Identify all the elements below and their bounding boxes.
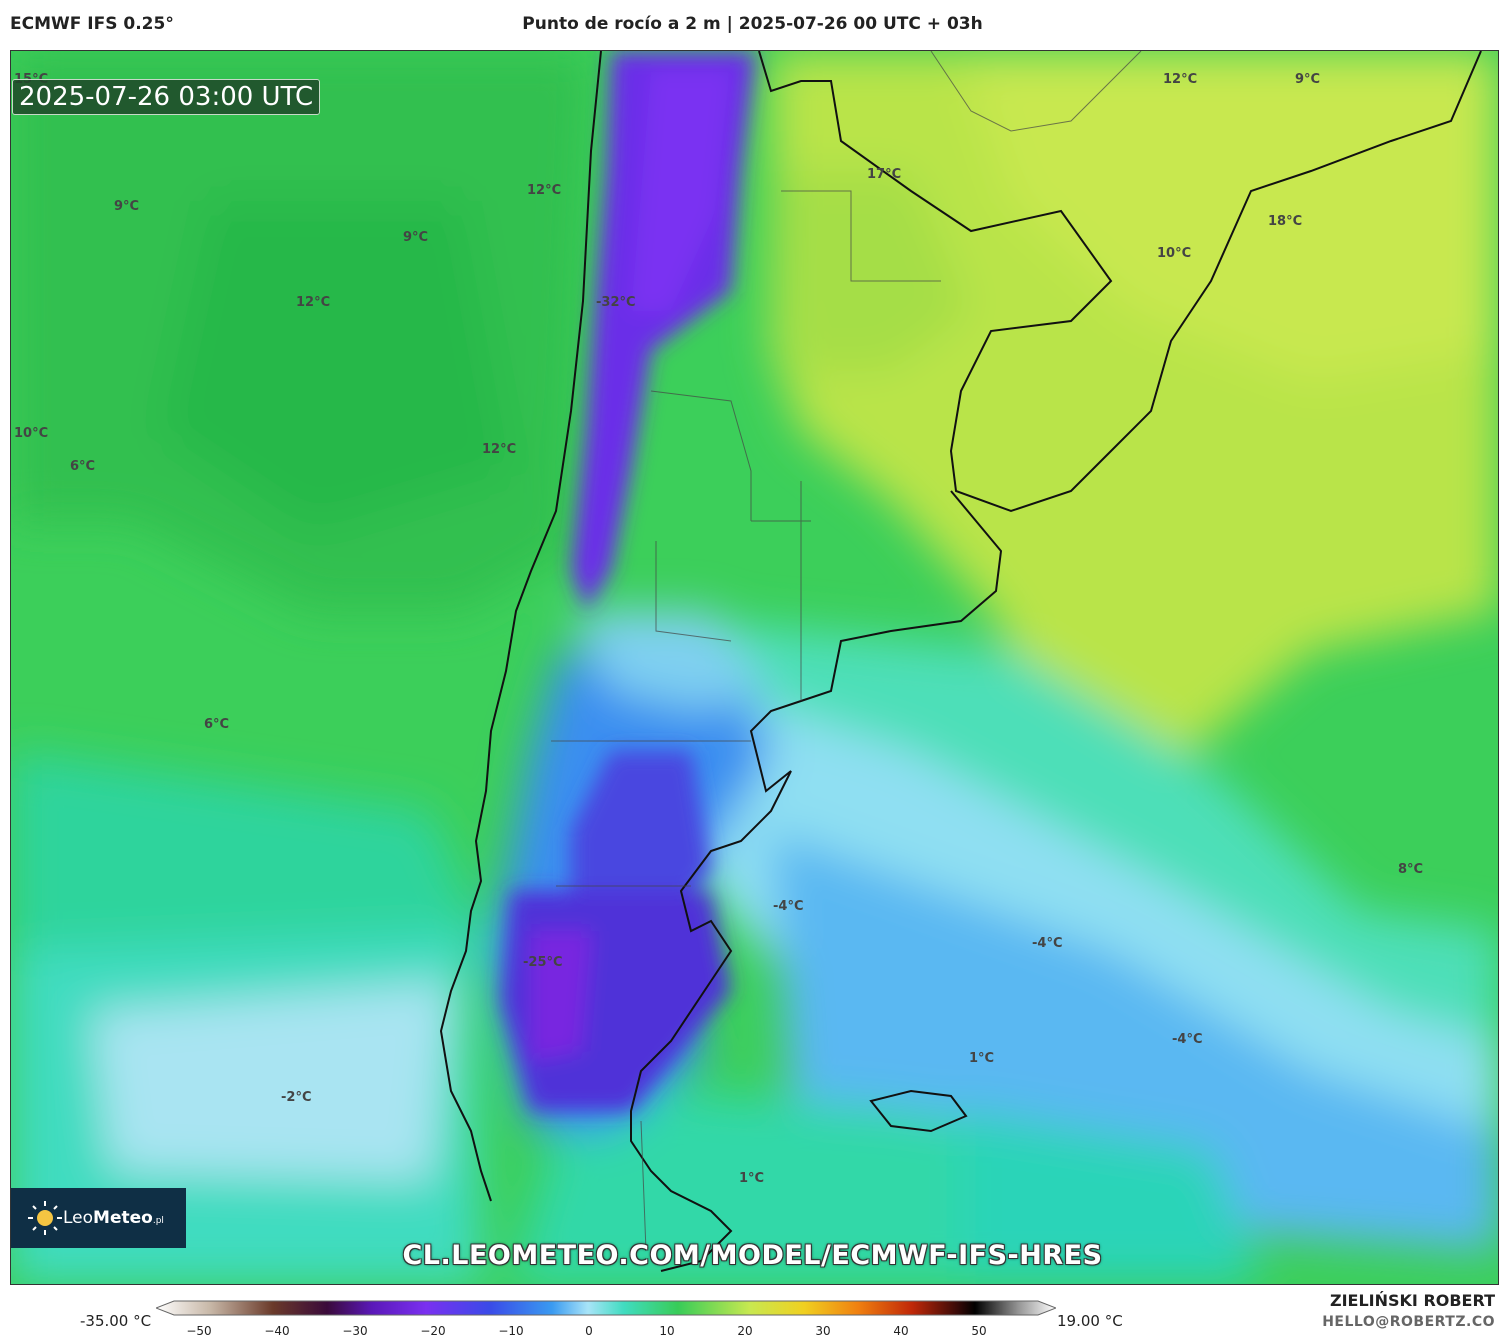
colorbar-max-label: 19.00 °C [1057, 1312, 1123, 1330]
valid-time-badge: 2025-07-26 03:00 UTC [12, 79, 321, 115]
colorbar-tick: 30 [815, 1324, 831, 1338]
author-contact: HELLO@ROBERTZ.CO [1322, 1314, 1495, 1330]
colorbar-tick: −40 [264, 1324, 290, 1338]
contour-label: -2°C [281, 1090, 312, 1105]
sun-icon [28, 1201, 62, 1235]
contour-label: 1°C [969, 1051, 995, 1066]
contour-label: 17°C [867, 167, 902, 182]
contour-label: 12°C [296, 295, 331, 310]
contour-label: 12°C [1163, 72, 1198, 87]
logo-wordmark: LeoMeteo.pl [63, 1208, 164, 1228]
colorbar-tick: −20 [420, 1324, 446, 1338]
contour-label: 1°C [739, 1171, 765, 1186]
colorbar-min-label: -35.00 °C [80, 1312, 152, 1330]
contour-label: 12°C [482, 442, 517, 457]
colorbar-tick: −10 [498, 1324, 524, 1338]
contour-label: 6°C [204, 717, 230, 732]
watermark-url: CL.LEOMETEO.COM/MODEL/ECMWF-IFS-HRES [402, 1240, 1103, 1271]
colorbar-tick: −30 [342, 1324, 368, 1338]
contour-label: -4°C [773, 899, 804, 914]
contour-label: -4°C [1172, 1032, 1203, 1047]
author-credit: ZIELIŃSKI ROBERT [1329, 1291, 1495, 1310]
contour-label: 9°C [403, 230, 429, 245]
contour-label: -25°C [523, 955, 563, 970]
contour-label: 12°C [527, 183, 562, 198]
chart-title: Punto de rocío a 2 m | 2025-07-26 00 UTC… [522, 14, 983, 34]
contour-label: -4°C [1032, 936, 1063, 951]
colorbar-tick: 50 [971, 1324, 987, 1338]
contour-label: 10°C [14, 426, 49, 441]
contour-label: 8°C [1398, 862, 1424, 877]
colorbar-tick: 10 [659, 1324, 675, 1338]
colorbar-tick: 40 [893, 1324, 909, 1338]
dewpoint-map[interactable] [10, 50, 1499, 1285]
colorbar-tick: −50 [186, 1324, 212, 1338]
leometeo-logo[interactable]: LeoMeteo.pl [11, 1188, 186, 1248]
contour-label: 9°C [1295, 72, 1321, 87]
colorbar [156, 1300, 1056, 1316]
contour-label: -32°C [596, 295, 636, 310]
colorbar-tick: 20 [737, 1324, 753, 1338]
contour-label: 18°C [1268, 214, 1303, 229]
model-name: ECMWF IFS 0.25° [10, 14, 174, 34]
contour-label: 10°C [1157, 246, 1192, 261]
contour-label: 9°C [114, 199, 140, 214]
colorbar-tick: 0 [585, 1324, 593, 1338]
contour-label: 6°C [70, 459, 96, 474]
map-canvas [11, 51, 1498, 1284]
